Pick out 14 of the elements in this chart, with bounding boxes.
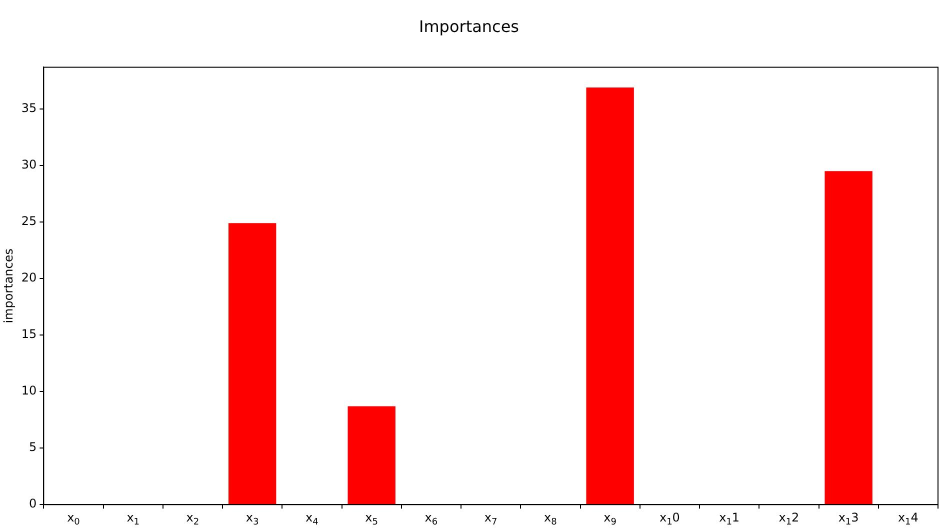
y-tick-label: 10 [21, 384, 37, 398]
y-tick-label: 30 [21, 158, 37, 172]
bar [348, 406, 396, 504]
y-tick-label: 5 [29, 440, 37, 454]
y-tick-label: 0 [29, 496, 37, 511]
y-tick-label: 20 [21, 270, 37, 285]
bar [824, 171, 872, 504]
y-tick-label: 25 [21, 214, 37, 228]
bar [586, 88, 634, 504]
y-axis-title: importances [1, 248, 16, 324]
chart-title: Importances [418, 16, 520, 36]
bar [228, 223, 276, 504]
y-tick-label: 15 [21, 327, 37, 342]
y-tick-label: 35 [21, 101, 37, 116]
